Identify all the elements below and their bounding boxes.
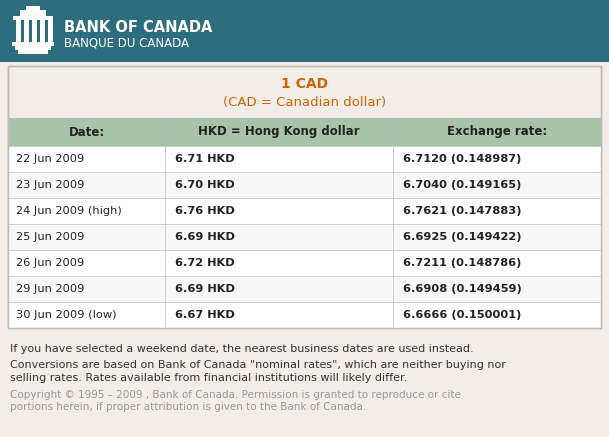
Text: 25 Jun 2009: 25 Jun 2009 [16,232,85,242]
Bar [165,146,393,172]
Text: 24 Jun 2009 (high): 24 Jun 2009 (high) [16,206,122,216]
Bar [8,118,165,146]
Bar [165,276,393,302]
Bar [15,46,51,50]
Text: HKD = Hong Kong dollar: HKD = Hong Kong dollar [199,125,360,139]
Bar [165,224,393,250]
Bar [32,20,37,42]
Text: 6.6925 (0.149422): 6.6925 (0.149422) [403,232,522,242]
Bar [16,20,21,42]
Bar [48,20,53,42]
Bar [13,16,53,20]
Bar [24,20,29,42]
Bar [393,302,601,328]
Bar [8,146,165,172]
Text: 6.71 HKD: 6.71 HKD [175,154,235,164]
Text: 6.67 HKD: 6.67 HKD [175,310,235,320]
Bar [393,250,601,276]
Text: 29 Jun 2009: 29 Jun 2009 [16,284,85,294]
Text: 6.6908 (0.149459): 6.6908 (0.149459) [403,284,522,294]
Text: 6.76 HKD: 6.76 HKD [175,206,235,216]
Bar [8,198,165,224]
Bar [165,172,393,198]
Bar [40,20,45,42]
Text: 6.7040 (0.149165): 6.7040 (0.149165) [403,180,522,190]
Bar [393,198,601,224]
Text: 6.69 HKD: 6.69 HKD [175,232,235,242]
Text: (CAD = Canadian dollar): (CAD = Canadian dollar) [223,96,386,109]
Bar [26,6,40,11]
Text: 26 Jun 2009: 26 Jun 2009 [16,258,84,268]
Bar [8,66,601,328]
Bar [20,10,46,17]
Text: Exchange rate:: Exchange rate: [447,125,547,139]
Text: 23 Jun 2009: 23 Jun 2009 [16,180,85,190]
Text: BANK OF CANADA: BANK OF CANADA [64,20,213,35]
Text: 22 Jun 2009: 22 Jun 2009 [16,154,84,164]
Text: 6.7621 (0.147883): 6.7621 (0.147883) [403,206,522,216]
Bar [8,224,165,250]
Text: 6.7211 (0.148786): 6.7211 (0.148786) [403,258,522,268]
Bar [8,276,165,302]
Text: portions herein, if proper attribution is given to the Bank of Canada.: portions herein, if proper attribution i… [10,402,366,412]
Text: selling rates. Rates available from financial institutions will likely differ.: selling rates. Rates available from fina… [10,373,407,383]
Text: Date:: Date: [68,125,105,139]
Bar [8,66,601,328]
Text: 6.72 HKD: 6.72 HKD [175,258,235,268]
Text: Conversions are based on Bank of Canada "nominal rates", which are neither buyin: Conversions are based on Bank of Canada … [10,360,506,370]
Text: 6.7120 (0.148987): 6.7120 (0.148987) [403,154,522,164]
Bar [165,198,393,224]
Text: 6.69 HKD: 6.69 HKD [175,284,235,294]
Text: 6.6666 (0.150001): 6.6666 (0.150001) [403,310,522,320]
Bar [165,302,393,328]
Text: 30 Jun 2009 (low): 30 Jun 2009 (low) [16,310,116,320]
Text: 6.70 HKD: 6.70 HKD [175,180,235,190]
Bar [8,302,165,328]
Text: BANQUE DU CANADA: BANQUE DU CANADA [64,36,189,49]
Text: 1 CAD: 1 CAD [281,77,328,91]
Bar [0,0,609,62]
Bar [393,172,601,198]
Text: If you have selected a weekend date, the nearest business dates are used instead: If you have selected a weekend date, the… [10,344,474,354]
Text: Copyright © 1995 – 2009 , Bank of Canada. Permission is granted to reproduce or : Copyright © 1995 – 2009 , Bank of Canada… [10,390,461,400]
Bar [8,172,165,198]
Bar [393,276,601,302]
Bar [393,118,601,146]
Bar [18,50,48,54]
Bar [12,42,54,46]
Bar [8,250,165,276]
Bar [393,146,601,172]
Bar [393,224,601,250]
Bar [165,250,393,276]
Bar [165,118,393,146]
